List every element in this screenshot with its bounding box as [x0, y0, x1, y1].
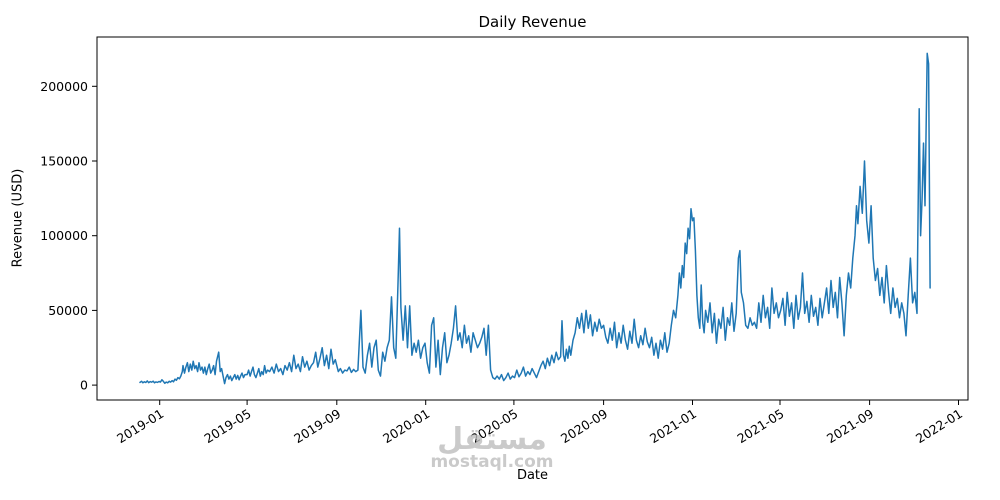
svg-text:2019-09: 2019-09	[291, 406, 343, 446]
svg-text:2021-01: 2021-01	[647, 406, 699, 446]
svg-text:50000: 50000	[48, 303, 88, 318]
svg-text:2020-09: 2020-09	[558, 406, 610, 446]
svg-text:2020-01: 2020-01	[380, 406, 432, 446]
svg-text:2022-01: 2022-01	[913, 406, 965, 446]
svg-text:0: 0	[80, 378, 88, 393]
svg-text:2019-01: 2019-01	[114, 406, 166, 446]
svg-text:2020-05: 2020-05	[468, 406, 520, 446]
svg-text:2021-05: 2021-05	[734, 406, 786, 446]
x-axis-label: Date	[516, 468, 549, 483]
svg-text:2021-09: 2021-09	[824, 406, 876, 446]
svg-text:150000: 150000	[40, 154, 88, 169]
svg-text:100000: 100000	[40, 228, 88, 243]
svg-text:200000: 200000	[40, 79, 88, 94]
svg-text:2019-05: 2019-05	[201, 406, 253, 446]
chart-title: Daily Revenue	[478, 13, 587, 31]
